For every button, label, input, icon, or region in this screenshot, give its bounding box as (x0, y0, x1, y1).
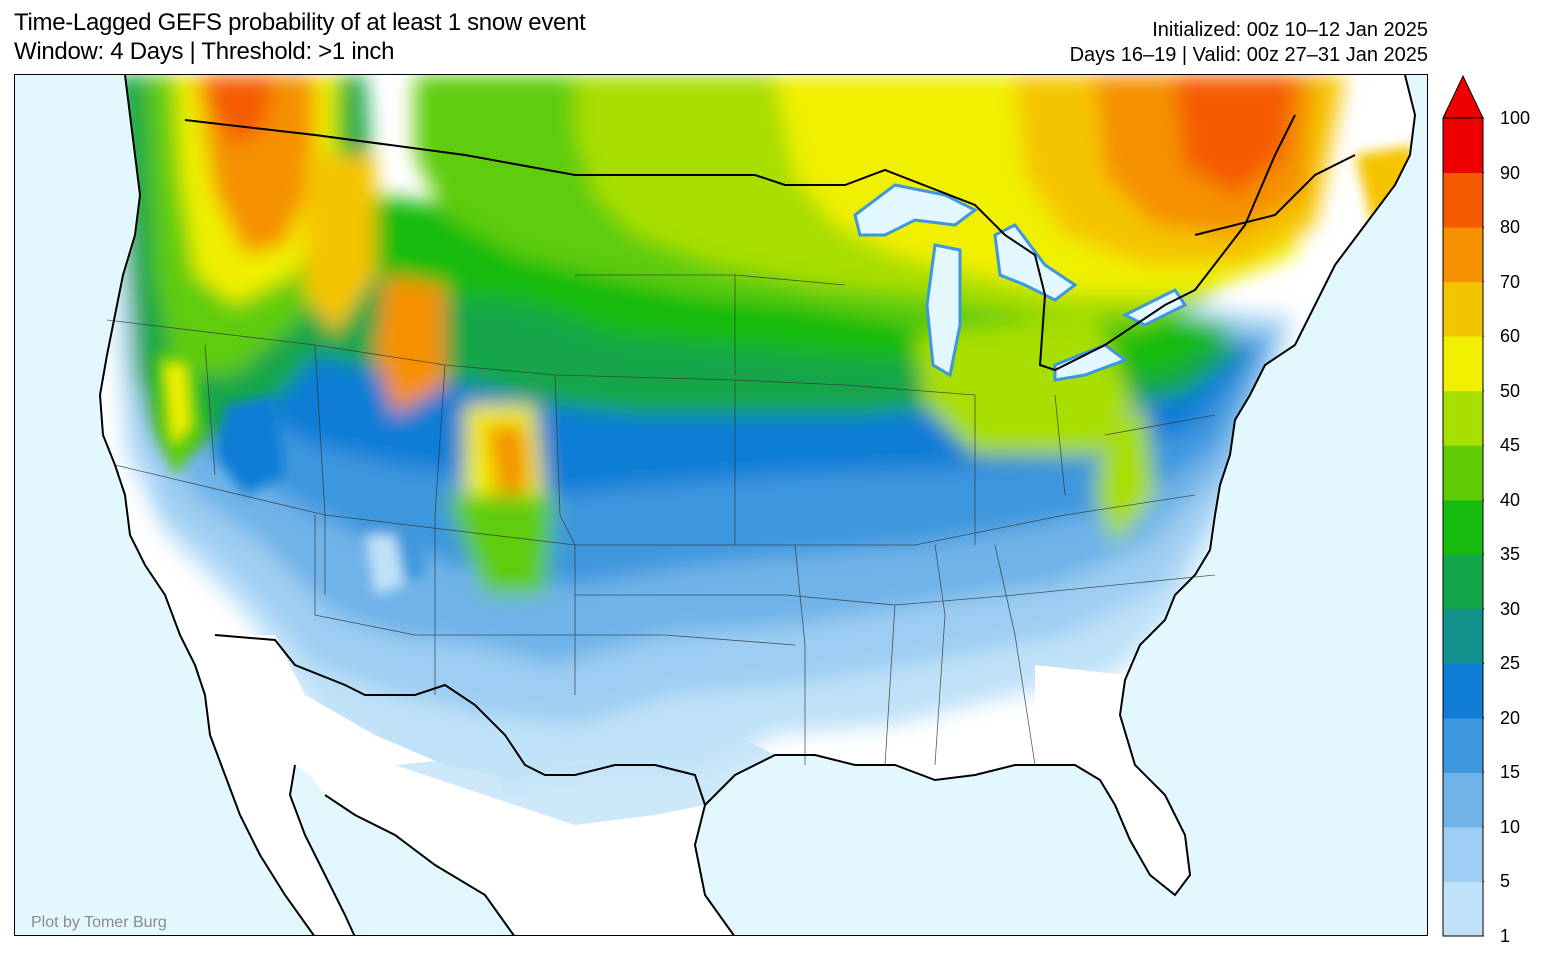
colorbar-segment (1443, 663, 1483, 719)
colorbar-segment (1443, 281, 1483, 337)
probability-map: Plot by Tomer Burg (15, 75, 1427, 935)
colorbar-tick-label: 100 (1500, 108, 1531, 128)
colorbar-tick-label: 15 (1500, 762, 1521, 783)
colorbar-segment (1443, 608, 1483, 664)
map-panel: Plot by Tomer Burg (14, 74, 1428, 936)
colorbar-tick-label: 1 (1500, 926, 1511, 946)
gulf-mask (695, 755, 1190, 935)
colorbar-tick-label: 10 (1500, 816, 1521, 837)
gulf-of-california (290, 765, 355, 935)
colorbar-segment (1443, 390, 1483, 446)
colorbar-segment (1443, 499, 1483, 555)
colorbar-tick-label: 80 (1500, 217, 1521, 238)
colorbar-segment (1443, 554, 1483, 610)
colorbar-tick-label: 25 (1500, 653, 1521, 674)
map-title: Time-Lagged GEFS probability of at least… (14, 9, 586, 36)
pacific-mask (15, 75, 314, 935)
colorbar-segment (1443, 717, 1483, 773)
colorbar-tick-label: 60 (1500, 326, 1521, 347)
colorbar-extend-arrow (1442, 74, 1484, 119)
colorbar-border (1442, 117, 1484, 937)
light-blue-patch (395, 735, 775, 825)
colorbar-segment (1443, 227, 1483, 283)
initialized-text: Initialized: 00z 10–12 Jan 2025 (1152, 19, 1428, 41)
colorbar-tick-label: 35 (1500, 544, 1521, 565)
colorbar-segment (1443, 881, 1483, 937)
colorbar-segment (1443, 826, 1483, 882)
colorbar-tick-label: 70 (1500, 271, 1521, 292)
credit-text: Plot by Tomer Burg (31, 914, 167, 931)
state-borders (106, 274, 1216, 766)
colorbar-tick-label: 20 (1500, 707, 1521, 728)
colorbar-tick-label: 5 (1500, 871, 1511, 892)
colorbar-segment (1443, 336, 1483, 392)
colorbar-segment (1443, 118, 1483, 174)
colorbar-segment (1443, 772, 1483, 828)
colorbar-tick-label: 30 (1500, 598, 1521, 619)
colorbar-tick-label: 90 (1500, 162, 1521, 183)
detail-fields (155, 145, 1415, 595)
valid-text: Days 16–19 | Valid: 00z 27–31 Jan 2025 (1069, 44, 1428, 66)
great-lakes (853, 183, 1188, 382)
run-info: Initialized: 00z 10–12 Jan 2025 Days 16–… (1070, 18, 1428, 68)
title-block: Time-Lagged GEFS probability of at least… (14, 8, 586, 66)
colorbar-segment (1443, 172, 1483, 228)
colorbar (1442, 74, 1484, 937)
map-subtitle: Window: 4 Days | Threshold: >1 inch (14, 38, 395, 65)
colorbar-tick-label: 50 (1500, 380, 1521, 401)
colorbar-tick-label: 45 (1500, 435, 1521, 456)
southeast-land (1035, 665, 1190, 895)
atlantic-mask (1120, 75, 1427, 935)
colorbar-tick-label: 40 (1500, 489, 1521, 510)
colorbar-segment (1443, 445, 1483, 501)
coastlines (98, 75, 1417, 935)
